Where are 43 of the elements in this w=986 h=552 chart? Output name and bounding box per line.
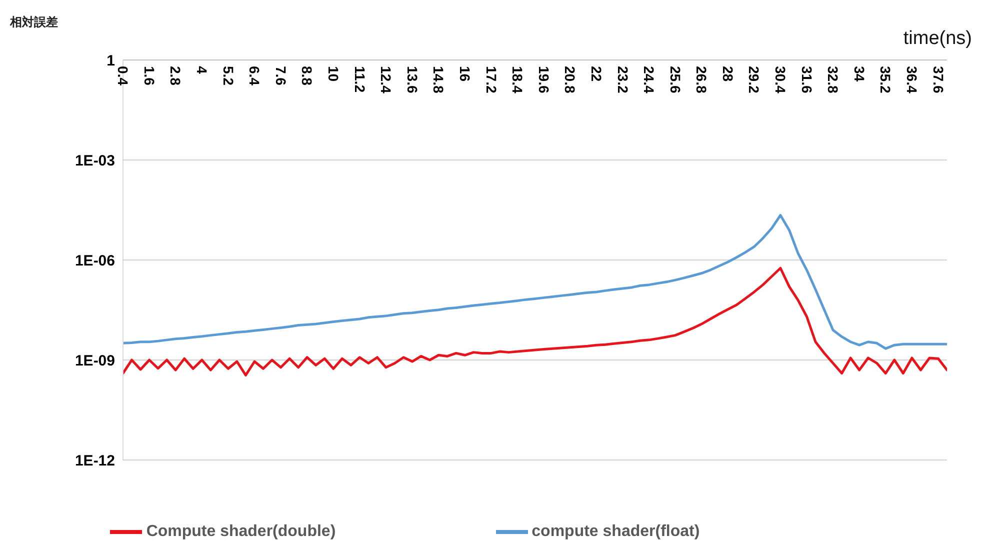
x-tick-label: 14.8 [430, 66, 447, 94]
x-tick-label: 23.2 [614, 66, 631, 94]
x-tick-label: 12.4 [378, 66, 394, 94]
x-tick-label: 7.6 [272, 66, 289, 86]
line-series [123, 214, 947, 350]
y-tick-label: 1E-09 [74, 352, 115, 370]
x-tick-label: 24.4 [641, 66, 658, 94]
x-tick-label: 2.8 [168, 66, 184, 86]
x-tick-label: 35.2 [878, 66, 894, 94]
y-axis-title: 相対誤差 [10, 14, 58, 31]
x-tick-label: 36.4 [904, 66, 920, 94]
x-tick-label: 20.8 [562, 66, 578, 94]
x-tick-label: 29.2 [746, 66, 762, 94]
x-tick-label: 18.4 [510, 66, 526, 94]
x-tick-label: 4 [194, 66, 210, 74]
x-tick-label: 30.4 [772, 66, 789, 94]
x-tick-label: 28 [720, 66, 736, 82]
y-tick-label: 1E-12 [74, 452, 115, 470]
x-tick-label: 10 [325, 66, 342, 82]
x-tick-label: 16 [456, 66, 473, 82]
x-tick-label: 0.4 [115, 66, 132, 86]
x-tick-label: 11.2 [352, 66, 368, 93]
y-tick-label: 1E-03 [74, 152, 115, 170]
x-tick-label: 25.6 [667, 66, 684, 94]
x-tick-label: 37.6 [930, 66, 946, 94]
line-series [123, 266, 947, 376]
legend-label: Compute shader(double) [146, 523, 336, 540]
y-tick-label: 1E-06 [74, 252, 115, 270]
x-tick-label: 13.6 [404, 66, 420, 94]
x-tick-label: 32.8 [825, 66, 842, 94]
x-tick-label: 6.4 [246, 66, 263, 86]
x-tick-label: 22 [588, 66, 604, 82]
x-tick-label: 8.8 [299, 66, 316, 86]
x-tick-label: 31.6 [798, 66, 815, 94]
x-tick-label: 34 [851, 66, 868, 82]
x-tick-label: 1.6 [141, 66, 158, 86]
x-tick-label: 17.2 [483, 66, 500, 94]
x-tick-label: 5.2 [220, 66, 236, 86]
x-tick-label: 26.8 [694, 66, 710, 94]
x-tick-label: 19.6 [536, 66, 552, 94]
y-tick-label: 1 [106, 52, 115, 70]
legend-label: compute shader(float) [532, 523, 700, 540]
x-axis-title: time(ns) [903, 28, 972, 50]
